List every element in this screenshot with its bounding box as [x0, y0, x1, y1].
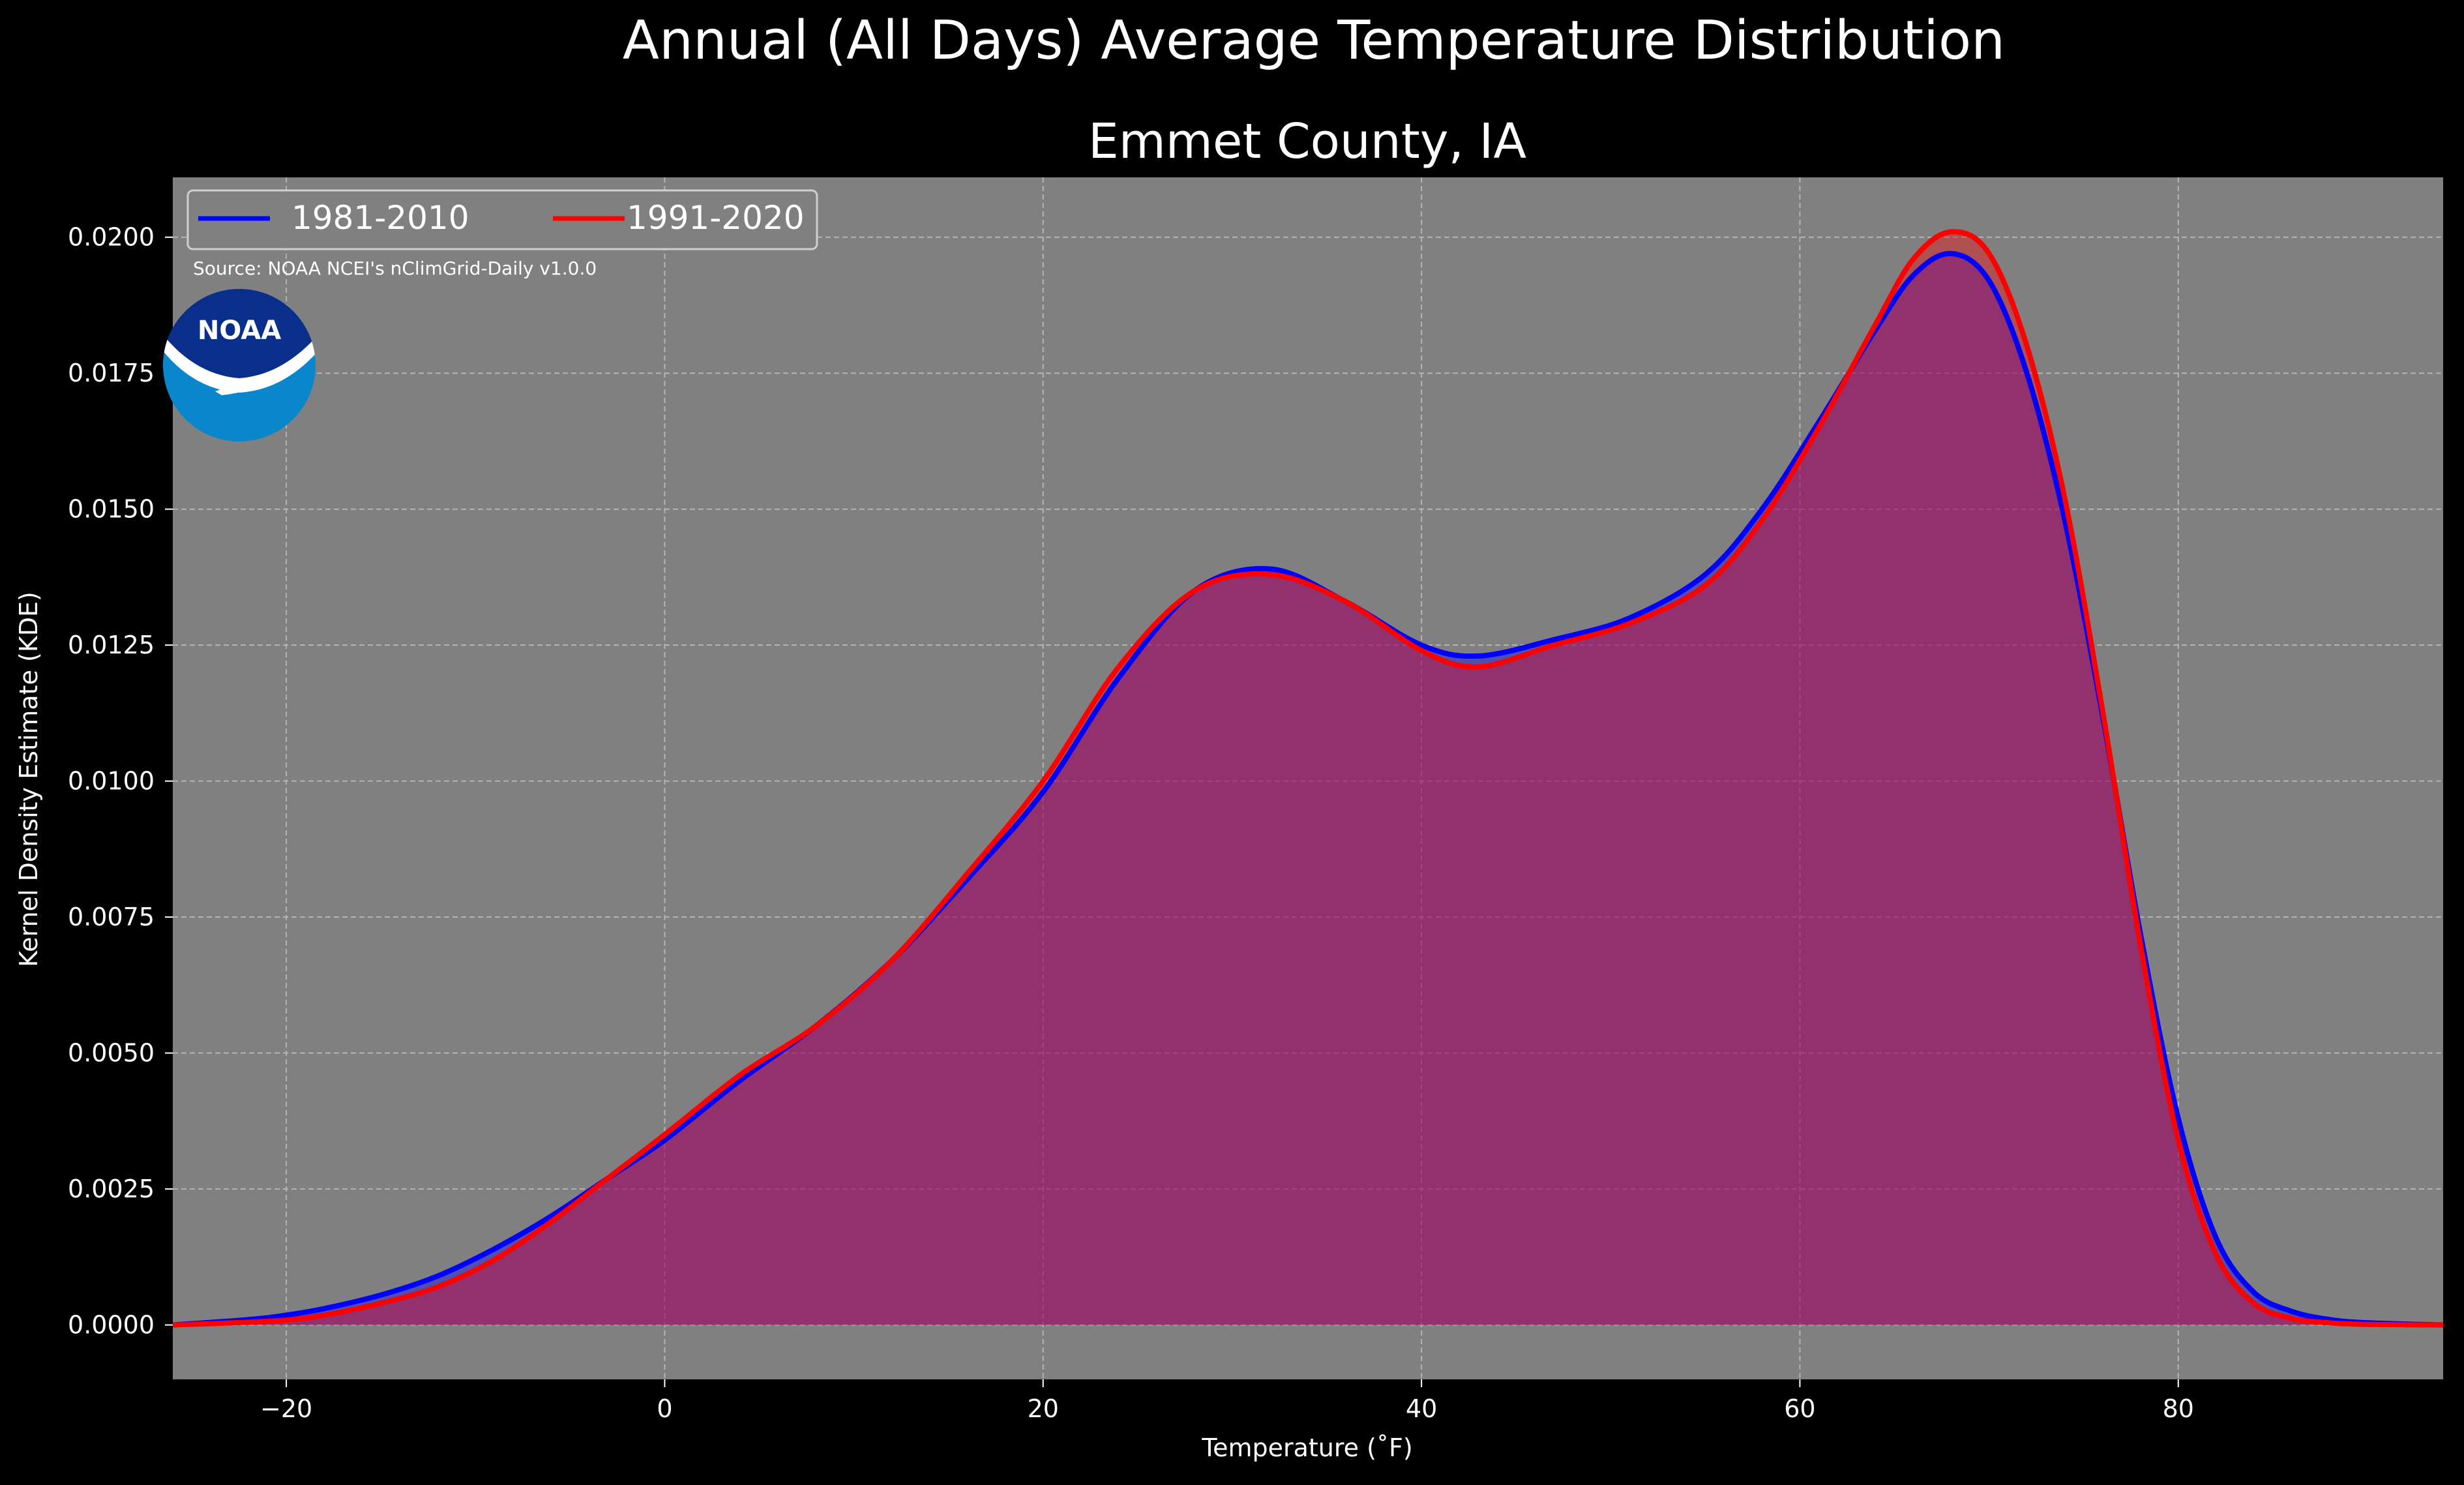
x-tick-label: 0	[657, 1394, 672, 1423]
y-tick-label: 0.0150	[68, 495, 155, 524]
y-tick-label: 0.0075	[68, 903, 155, 931]
plot-area	[173, 177, 2443, 1379]
legend-label-1981-2010: 1981-2010	[291, 199, 469, 237]
noaa-logo: NOAA	[163, 289, 316, 442]
legend: 1981-2010 1991-2020	[186, 189, 818, 250]
y-tick-label: 0.0100	[68, 767, 155, 796]
x-tick-label: −20	[260, 1394, 312, 1423]
legend-frame	[186, 189, 818, 250]
y-tick-label: 0.0200	[68, 223, 155, 252]
axis-layer: −20 0 20 40 60 80 0.0000 0.0025 0.0050 0.0075 0.01…	[68, 223, 2194, 1423]
y-tick-label: 0.0025	[68, 1175, 155, 1203]
x-axis-label: Temperature (˚F)	[1201, 1433, 1412, 1462]
legend-label-1991-2020: 1991-2020	[627, 199, 805, 237]
logo-upper-navy	[163, 289, 316, 378]
x-tick-label: 20	[1028, 1394, 1059, 1423]
y-tick-label: 0.0175	[68, 359, 155, 387]
y-tick-label: 0.0000	[68, 1311, 155, 1340]
logo-bird-tail	[215, 373, 274, 395]
x-tick-label: 40	[1406, 1394, 1437, 1423]
y-axis-label: Kernel Density Estimate (KDE)	[14, 592, 43, 967]
series-layer	[172, 229, 2444, 1328]
series-area-1981-2010	[173, 253, 2443, 1325]
source-note: Source: NOAA NCEI's nClimGrid-Daily v1.0…	[193, 258, 597, 279]
logo-text: NOAA	[198, 316, 281, 346]
series-line-1991-2020	[172, 229, 2444, 1328]
logo-bird-wing	[163, 326, 316, 393]
x-tick-label: 80	[2163, 1394, 2194, 1423]
y-tick-label: 0.0125	[68, 631, 155, 659]
series-area-1991-2020	[173, 232, 2443, 1325]
x-tick-label: 60	[1784, 1394, 1815, 1423]
y-tick-label: 0.0050	[68, 1039, 155, 1068]
chart-title: Emmet County, IA	[1088, 113, 1526, 170]
figure-suptitle: Annual (All Days) Average Temperature Di…	[623, 10, 2005, 72]
